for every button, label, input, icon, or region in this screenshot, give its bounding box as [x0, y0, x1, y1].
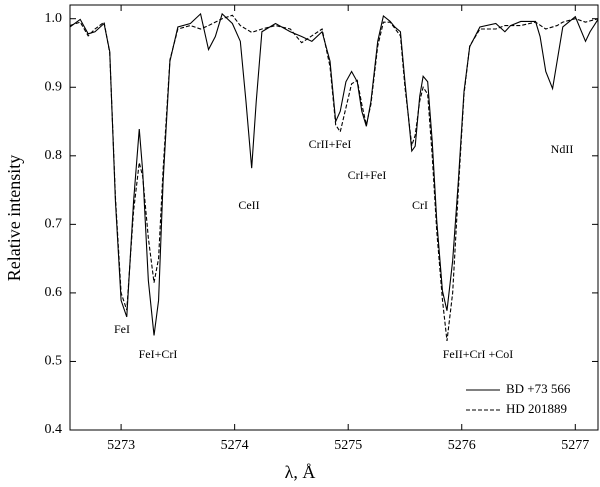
annotation: FeI [114, 322, 130, 336]
annotation: CrI [412, 198, 428, 212]
y-tick-label: 0.6 [45, 285, 63, 300]
x-tick-label: 5276 [448, 438, 476, 453]
y-axis-title: Relative intensity [4, 155, 24, 281]
x-tick-label: 5275 [334, 438, 362, 453]
annotation: CrII+FeI [309, 137, 352, 151]
x-tick-label: 5277 [561, 438, 589, 453]
y-tick-label: 1.0 [45, 11, 63, 26]
plot-frame [69, 4, 599, 431]
annotation: FeII+CrI +CoI [443, 347, 514, 361]
y-tick-label: 0.5 [45, 354, 63, 369]
y-tick-label: 0.9 [45, 79, 63, 94]
annotation: CeII [238, 198, 259, 212]
x-tick-label: 5274 [221, 438, 249, 453]
series-line [69, 12, 599, 336]
annotation: NdII [551, 142, 574, 156]
x-axis-title: λ, Å [285, 462, 316, 482]
y-tick-label: 0.7 [45, 217, 63, 232]
legend-label: BD +73 566 [506, 381, 571, 396]
legend-label: HD 201889 [506, 401, 567, 416]
x-tick-label: 5273 [107, 438, 135, 453]
y-tick-label: 0.8 [45, 148, 63, 163]
series-line [69, 14, 599, 341]
y-tick-label: 0.4 [45, 422, 63, 437]
annotation: CrI+FeI [348, 168, 387, 182]
annotation: FeI+CrI [139, 347, 178, 361]
